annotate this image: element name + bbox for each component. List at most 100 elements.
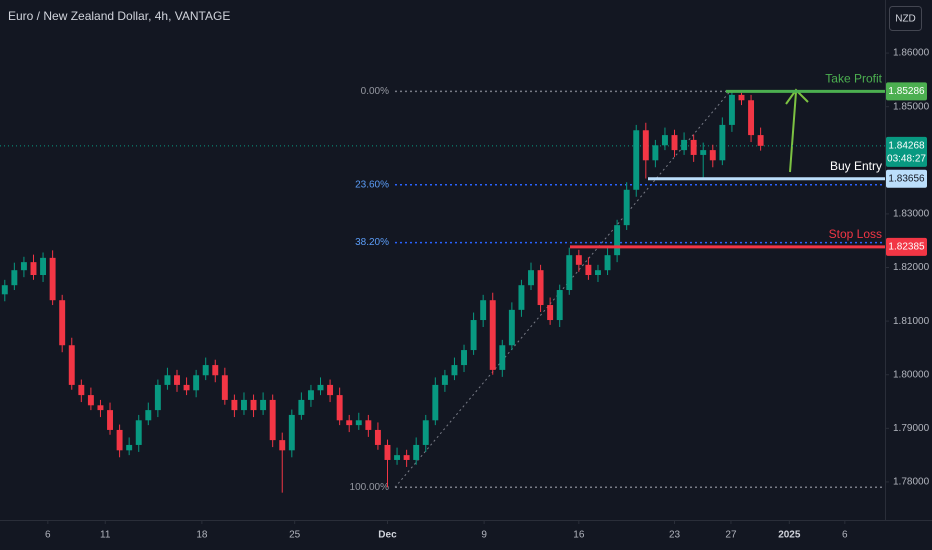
candle-body (20, 262, 27, 271)
candle-body (489, 300, 496, 370)
price-tag-label: 1.85286 (888, 86, 925, 97)
candle-body (135, 420, 142, 445)
candle-body (145, 410, 152, 421)
y-tick-label: 1.83000 (893, 209, 930, 220)
candle-body (537, 270, 544, 306)
x-tick-label: 6 (842, 530, 848, 541)
y-tick-label: 1.86000 (893, 48, 930, 59)
candle-body (241, 399, 247, 411)
level-name: Take Profit (825, 72, 882, 86)
candle-body (432, 384, 439, 421)
y-tick-label: 1.81000 (893, 316, 930, 327)
candle-body (317, 384, 324, 391)
candle-body (40, 257, 47, 276)
candle-body (68, 345, 75, 385)
y-tick-label: 1.78000 (893, 477, 930, 488)
candle-body (183, 384, 190, 391)
candle-body (566, 255, 573, 291)
countdown-label: 03:48:27 (887, 154, 926, 165)
candle-body (327, 384, 334, 396)
candle-body (202, 365, 209, 376)
candle-body (422, 420, 429, 445)
x-tick-label: 9 (481, 530, 487, 541)
candle-body (518, 285, 525, 310)
candle-body (212, 365, 219, 376)
candle-body (78, 384, 85, 396)
candle-body (288, 414, 295, 451)
candle-body (661, 135, 668, 146)
fib-level-label: 38.20% (355, 237, 389, 248)
candle-body (719, 124, 726, 161)
candle-body (307, 390, 314, 400)
price-tag (886, 237, 927, 256)
candle-body (604, 255, 611, 271)
y-tick-label: 1.80000 (893, 369, 930, 380)
x-tick-label: 27 (725, 530, 737, 541)
fib-level-label: 0.00% (361, 86, 389, 97)
x-tick-label: 2025 (778, 530, 801, 541)
candle-body (508, 309, 515, 346)
candle-body (413, 444, 420, 460)
candle-body (279, 440, 286, 451)
candle-body (250, 399, 257, 411)
x-tick-label: 25 (289, 530, 301, 541)
candle-body (365, 420, 372, 430)
candle-body (614, 225, 621, 256)
candle-body (107, 410, 113, 430)
candle-body (116, 429, 123, 451)
candle-body (595, 270, 601, 276)
fib-level-label: 100.00% (350, 482, 390, 493)
y-tick-label: 1.79000 (893, 423, 930, 434)
x-tick-label: 23 (669, 530, 681, 541)
last-price-tag (886, 136, 927, 167)
candle-body (49, 257, 56, 301)
candle-body (652, 145, 659, 161)
price-tag-label: 1.82385 (888, 242, 925, 253)
candle-body (528, 270, 534, 286)
fib-level-label: 23.60% (355, 179, 389, 190)
candle-body (556, 290, 563, 321)
candle-body (374, 429, 381, 445)
candle-body (59, 300, 66, 346)
candle-body (499, 345, 506, 370)
candle-body (164, 375, 171, 385)
candle-body (174, 375, 180, 385)
level-name: Buy Entry (830, 159, 882, 173)
candle-body (87, 395, 94, 406)
x-tick-label: 16 (573, 530, 585, 541)
candle-body (193, 375, 200, 391)
x-tick-label: 6 (45, 530, 51, 541)
candle-body (269, 399, 276, 441)
fib-trend-line (394, 91, 731, 488)
candle-body (97, 405, 104, 411)
price-tag-label: 1.83656 (888, 173, 925, 184)
candle-body (11, 270, 18, 286)
candle-body (451, 365, 458, 376)
candle-body (1, 285, 8, 295)
candle-body (221, 375, 228, 400)
candle-body (154, 384, 161, 411)
candle-body (623, 189, 630, 226)
candle-body (403, 455, 410, 460)
candle-body (231, 399, 238, 411)
candle-body (260, 399, 267, 411)
candle-body (633, 130, 640, 190)
candle-body (126, 444, 133, 451)
candle-body (336, 395, 343, 421)
chart-title: Euro / New Zealand Dollar, 4h, VANTAGE (8, 9, 230, 23)
candle-body (642, 130, 649, 161)
candle-body (585, 264, 592, 276)
candle-body (690, 139, 697, 155)
x-tick-label: 18 (196, 530, 208, 541)
candle-body (748, 100, 755, 136)
candle-body (355, 420, 362, 426)
x-tick-label: Dec (378, 530, 397, 541)
candle-body (470, 320, 477, 351)
price-tag (886, 169, 927, 188)
currency-label[interactable]: NZD (895, 14, 916, 25)
candle-body (575, 255, 582, 265)
currency-button[interactable] (889, 6, 922, 31)
candle-body (346, 420, 353, 426)
candle-body (480, 300, 487, 321)
